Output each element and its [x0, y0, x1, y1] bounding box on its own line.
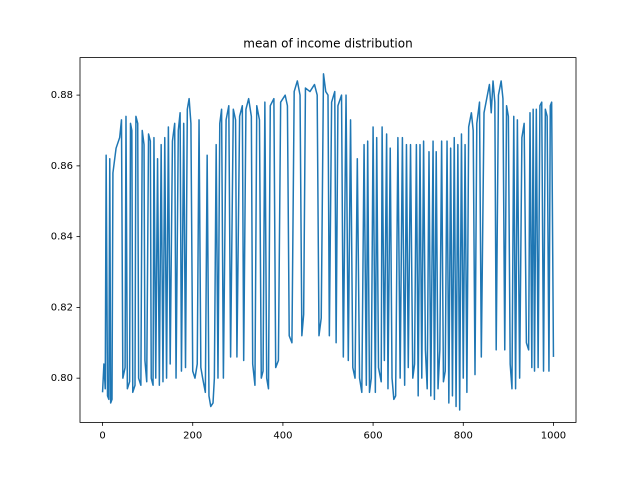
x-tick-label: 800 — [454, 430, 473, 441]
x-tick-label: 200 — [183, 430, 202, 441]
chart-title: mean of income distribution — [243, 37, 412, 51]
y-tick-label: 0.82 — [51, 302, 73, 313]
x-tick-label: 600 — [364, 430, 383, 441]
y-tick-label: 0.86 — [51, 161, 73, 172]
x-tick-label: 1000 — [541, 430, 566, 441]
y-tick-label: 0.88 — [51, 90, 73, 101]
plot-frame — [79, 57, 577, 423]
x-tick-label: 0 — [99, 430, 105, 441]
data-line — [101, 73, 555, 411]
y-tick-label: 0.84 — [51, 232, 73, 243]
x-tick-label: 400 — [273, 430, 292, 441]
y-tick-label: 0.80 — [51, 373, 73, 384]
